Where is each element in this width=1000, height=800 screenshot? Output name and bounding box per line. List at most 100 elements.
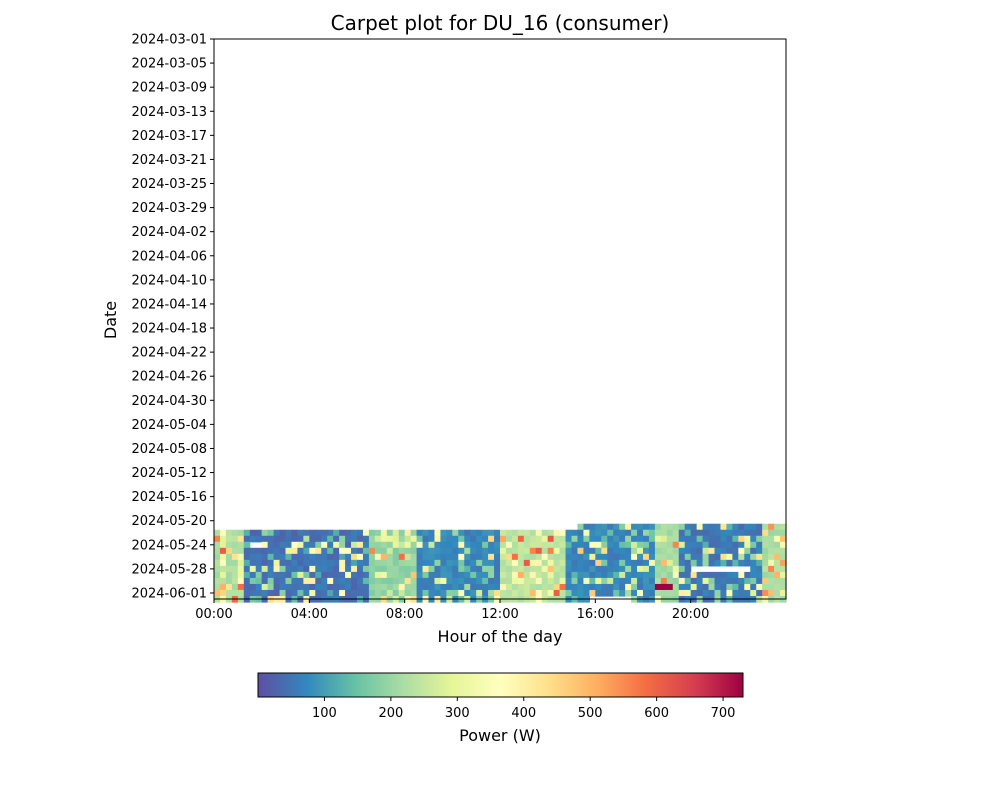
heat-cell [541, 571, 549, 579]
heat-cell [243, 535, 251, 543]
heat-cell [571, 553, 579, 561]
y-axis-label: Date [101, 301, 120, 339]
heat-cell [303, 559, 310, 567]
heat-cell [309, 547, 316, 555]
heat-cell [428, 565, 436, 573]
x-tick-label: 20:00 [672, 607, 709, 622]
heat-cell [690, 529, 698, 537]
heat-cell [416, 583, 424, 591]
heat-cell [446, 535, 453, 543]
heat-cell [535, 583, 543, 591]
heat-cell [648, 523, 656, 531]
heat-cell [601, 565, 608, 573]
heat-cell [267, 529, 275, 537]
heat-cell [279, 553, 287, 561]
y-tick-label: 2024-04-10 [131, 273, 207, 288]
heat-cell [392, 577, 400, 585]
heat-cell [410, 541, 418, 549]
heat-cell [702, 529, 710, 537]
heat-cell [774, 529, 781, 537]
heat-cell [732, 535, 739, 543]
heat-cell [249, 589, 257, 597]
heat-cell [494, 583, 501, 591]
colorbar-tick-label: 600 [644, 706, 669, 721]
heat-cell [589, 553, 596, 561]
heat-cell [780, 577, 787, 585]
heat-cell [547, 559, 555, 567]
heat-cell [756, 583, 763, 591]
heat-cell [452, 589, 459, 597]
heat-cell [595, 565, 602, 573]
heat-cell [577, 589, 585, 597]
heat-cell [380, 565, 388, 573]
heat-cell [291, 577, 299, 585]
heat-cell [595, 529, 602, 537]
heat-cell [374, 547, 382, 555]
heat-cell [249, 577, 257, 585]
heat-cell [595, 523, 602, 531]
heat-cell [660, 565, 668, 573]
heat-cell [321, 553, 328, 561]
heat-cell [452, 559, 459, 567]
heat-cell [511, 589, 519, 597]
heat-cell [607, 535, 614, 543]
heat-cell [494, 529, 501, 537]
heat-cell [529, 541, 537, 549]
heat-cell [643, 523, 650, 531]
heat-cell [553, 559, 561, 567]
heat-cell [583, 547, 590, 555]
heat-cell [744, 571, 751, 579]
heat-cell [619, 565, 626, 573]
heat-cell [249, 535, 257, 543]
chart-title: Carpet plot for DU_16 (consumer) [331, 11, 670, 35]
heat-cell [726, 559, 733, 567]
heat-cell [476, 553, 483, 561]
heat-cell [380, 577, 388, 585]
heat-cell [601, 547, 608, 555]
heat-cell [756, 559, 763, 567]
heat-cell [273, 547, 281, 555]
heat-cell [541, 529, 549, 537]
heat-cell [452, 571, 459, 579]
heat-cell [583, 535, 590, 543]
heat-cell [434, 535, 442, 543]
heat-cell [756, 589, 763, 597]
heat-cell [267, 583, 275, 591]
heat-cell [720, 523, 728, 531]
x-axis-ticks: 00:00 04:00 08:00 12:00 16:00 20:00 [195, 599, 709, 622]
heat-cell [583, 589, 590, 597]
heat-cell [351, 541, 358, 549]
heat-cell [404, 559, 412, 567]
heat-cell [529, 535, 537, 543]
heat-cell [666, 547, 674, 555]
heat-cell [780, 553, 787, 561]
heat-cell [368, 529, 376, 537]
y-tick-label: 2024-05-16 [131, 490, 207, 505]
heat-cell [351, 529, 358, 537]
heat-cell [762, 565, 769, 573]
heat-cell [237, 529, 245, 537]
heat-cell [714, 523, 722, 531]
heat-cell [398, 535, 406, 543]
heat-cell [517, 547, 525, 555]
heat-cell [351, 583, 358, 591]
heat-cell [279, 535, 287, 543]
heat-cell [422, 535, 430, 543]
heat-cell [339, 547, 346, 555]
heat-cell [327, 535, 334, 543]
heat-cell [327, 529, 334, 537]
heat-cell [500, 583, 507, 591]
heat-cell [666, 565, 674, 573]
heat-cell [368, 553, 376, 561]
heat-cell [720, 553, 728, 561]
heat-cell [309, 559, 316, 567]
heat-cell [333, 529, 340, 537]
heat-cell [774, 583, 781, 591]
heat-cell [339, 553, 346, 561]
heat-cell [714, 535, 722, 543]
heat-cell [494, 571, 501, 579]
heat-cell [237, 589, 245, 597]
heat-cell [297, 547, 304, 555]
heat-cell [768, 529, 775, 537]
heat-cell [547, 577, 555, 585]
